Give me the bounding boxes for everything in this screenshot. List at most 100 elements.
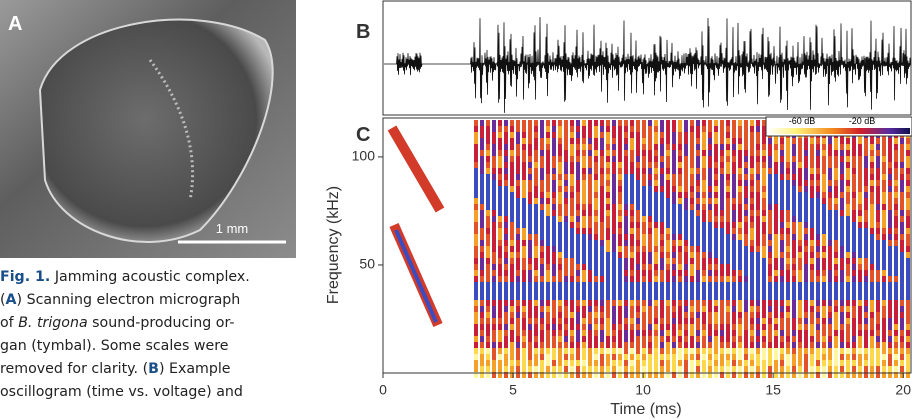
spectrogram-cell xyxy=(642,282,646,288)
spectrogram-cell xyxy=(534,180,538,186)
spectrogram-cell xyxy=(822,192,826,198)
spectrogram-cell xyxy=(744,258,748,264)
spectrogram-cell xyxy=(750,360,754,366)
spectrogram-cell xyxy=(672,180,676,186)
spectrogram-cell xyxy=(894,324,898,330)
spectrogram-cell xyxy=(648,126,652,132)
spectrogram-cell xyxy=(840,360,844,366)
spectrogram-cell xyxy=(786,336,790,342)
spectrogram-cell xyxy=(720,258,724,264)
spectrogram-cell xyxy=(768,312,772,318)
spectrogram-cell xyxy=(480,360,484,366)
spectrogram-cell xyxy=(558,156,562,162)
spectrogram-cell xyxy=(840,276,844,282)
spectrogram-cell xyxy=(798,204,802,210)
spectrogram-cell xyxy=(780,294,784,300)
spectrogram-cell xyxy=(720,204,724,210)
spectrogram-cell xyxy=(720,294,724,300)
spectrogram-cell xyxy=(816,258,820,264)
spectrogram-cell xyxy=(630,138,634,144)
spectrogram-cell xyxy=(570,222,574,228)
spectrogram-cell xyxy=(900,168,904,174)
spectrogram-cell xyxy=(906,336,910,342)
spectrogram-cell xyxy=(516,156,520,162)
spectrogram-cell xyxy=(768,360,772,366)
spectrogram-cell xyxy=(612,282,616,288)
spectrogram-cell xyxy=(480,168,484,174)
spectrogram-cell xyxy=(618,354,622,360)
spectrogram-cell xyxy=(486,246,490,252)
spectrogram-cell xyxy=(636,120,640,126)
spectrogram-cell xyxy=(864,144,868,150)
spectrogram-cell xyxy=(786,318,790,324)
spectrogram-cell xyxy=(792,252,796,258)
spectrogram-cell xyxy=(618,192,622,198)
spectrogram-cell xyxy=(762,216,766,222)
spectrogram-cell xyxy=(858,306,862,312)
spectrogram-cell xyxy=(534,198,538,204)
spectrogram-cell xyxy=(780,156,784,162)
spectrogram-cell xyxy=(708,192,712,198)
spectrogram-cell xyxy=(534,318,538,324)
spectrogram-cell xyxy=(756,138,760,144)
spectrogram-cell xyxy=(834,288,838,294)
spectrogram-cell xyxy=(648,330,652,336)
spectrogram-cell xyxy=(870,324,874,330)
spectrogram-cell xyxy=(558,222,562,228)
spectrogram-cell xyxy=(618,288,622,294)
spectrogram-cell xyxy=(690,360,694,366)
spectrogram-cell xyxy=(732,204,736,210)
spectrogram-cell xyxy=(516,186,520,192)
spectrogram-cell xyxy=(702,258,706,264)
spectrogram-cell xyxy=(660,156,664,162)
spectrogram-cell xyxy=(876,240,880,246)
spectrogram-cell xyxy=(708,156,712,162)
spectrogram-cell xyxy=(588,222,592,228)
spectrogram-cell xyxy=(720,120,724,126)
spectrogram-cell xyxy=(684,156,688,162)
spectrogram-cell xyxy=(894,156,898,162)
spectrogram-cell xyxy=(570,168,574,174)
spectrogram-cell xyxy=(906,192,910,198)
spectrogram-cell xyxy=(816,330,820,336)
spectrogram-cell xyxy=(636,192,640,198)
spectrogram-cell xyxy=(900,174,904,180)
spectrogram-cell xyxy=(564,318,568,324)
spectrogram-cell xyxy=(894,258,898,264)
spectrogram-cell xyxy=(756,162,760,168)
spectrogram-cell xyxy=(582,198,586,204)
spectrogram-cell xyxy=(882,264,886,270)
spectrogram-cell xyxy=(510,192,514,198)
spectrogram-cell xyxy=(804,144,808,150)
spectrogram-cell xyxy=(882,360,886,366)
spectrogram-cell xyxy=(774,162,778,168)
spectrogram-cell xyxy=(834,312,838,318)
spectrogram-cell xyxy=(486,264,490,270)
spectrogram-cell xyxy=(882,156,886,162)
spectrogram-cell xyxy=(678,282,682,288)
spectrogram-cell xyxy=(672,258,676,264)
spectrogram-cell xyxy=(864,210,868,216)
spectrogram-cell xyxy=(864,366,868,372)
spectrogram-cell xyxy=(840,150,844,156)
spectrogram-cell xyxy=(756,216,760,222)
spectrogram-cell xyxy=(666,138,670,144)
spectrogram-cell xyxy=(768,192,772,198)
spectrogram-cell xyxy=(696,354,700,360)
spectrogram-cell xyxy=(720,300,724,306)
spectrogram-cell xyxy=(714,198,718,204)
spectrogram-cell xyxy=(720,132,724,138)
spectrogram-cell xyxy=(570,354,574,360)
spectrogram-cell xyxy=(528,174,532,180)
spectrogram-cell xyxy=(846,330,850,336)
spectrogram-cell xyxy=(702,276,706,282)
spectrogram-cell xyxy=(552,348,556,354)
spectrogram-cell xyxy=(594,186,598,192)
spectrogram-cell xyxy=(588,354,592,360)
spectrogram-cell xyxy=(690,252,694,258)
spectrogram-cell xyxy=(762,210,766,216)
spectrogram-cell xyxy=(804,228,808,234)
spectrogram-cell xyxy=(618,234,622,240)
spectrogram-cell xyxy=(546,228,550,234)
spectrogram-cell xyxy=(822,222,826,228)
